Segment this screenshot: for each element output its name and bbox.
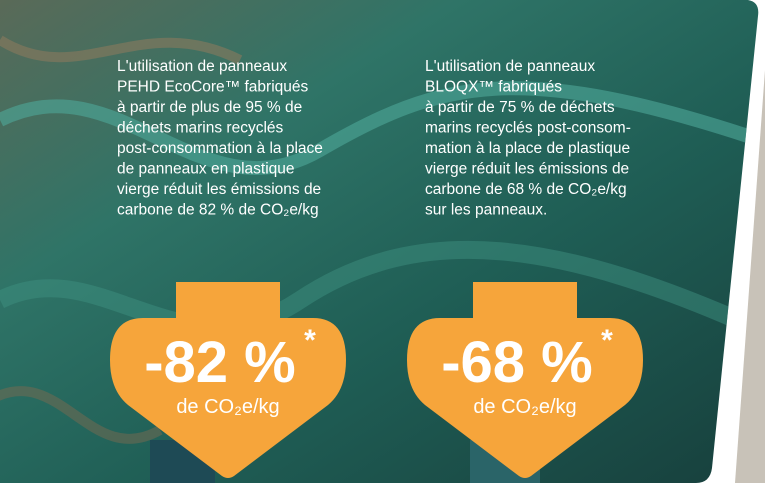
paragraph-line: à partir de 75 % de déchets — [425, 99, 615, 116]
paragraph-line: L'utilisation de panneaux — [425, 58, 595, 75]
paragraph-line: PEHD EcoCore™ fabriqués — [117, 79, 308, 96]
paragraph-line: vierge réduit les émissions de — [117, 181, 321, 198]
paragraph-line: post-consommation à la place — [117, 140, 323, 157]
badge-note: * — [601, 324, 613, 357]
photo-background — [0, 0, 766, 483]
paragraph-line: vierge réduit les émissions de — [425, 161, 629, 178]
badge-value: -82 % — [144, 330, 296, 395]
paragraph-line: carbone de 82 % de CO₂e/kg — [117, 202, 319, 219]
paragraph-line: de panneaux en plastique — [117, 161, 295, 178]
infographic: L'utilisation de panneaux PEHD EcoCore™ f… — [0, 0, 766, 483]
paragraph-line: déchets marins recyclés — [117, 120, 284, 137]
paragraph-line: mation à la place de plastique — [425, 140, 630, 157]
badge-unit: de CO₂e/kg — [176, 396, 279, 418]
badge-unit: de CO₂e/kg — [473, 396, 576, 418]
paragraph-line: à partir de plus de 95 % de — [117, 99, 302, 116]
paragraph-line: BLOQX™ fabriqués — [425, 79, 562, 96]
paragraph-line: L'utilisation de panneaux — [117, 58, 287, 75]
badge-value: -68 % — [441, 330, 593, 395]
paragraph-line: carbone de 68 % de CO₂e/kg — [425, 181, 627, 198]
badge-note: * — [304, 324, 316, 357]
paragraph-line: sur les panneaux. — [425, 202, 547, 219]
paragraph-line: marins recyclés post-consom- — [425, 120, 631, 137]
